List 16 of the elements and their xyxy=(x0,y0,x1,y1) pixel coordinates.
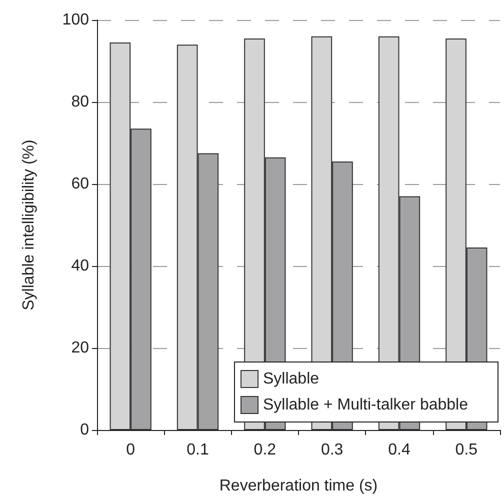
y-tick-label: 0 xyxy=(80,422,90,438)
y-tick-label: 80 xyxy=(71,94,90,110)
y-tick-label: 100 xyxy=(62,12,90,28)
x-tick-label: 0.2 xyxy=(254,442,276,458)
x-tick-label: 0.1 xyxy=(186,442,209,458)
x-tick-label: 0 xyxy=(126,442,136,458)
x-tick-label: 0.4 xyxy=(388,442,410,458)
x-tick-label: 0.5 xyxy=(455,442,478,458)
x-axis-title: Reverberation time (s) xyxy=(219,478,378,494)
y-tick-label: 20 xyxy=(71,340,90,356)
y-tick-label: 40 xyxy=(71,258,90,274)
y-axis-title: Syllable intelligibility (%) xyxy=(20,140,38,310)
legend-label: Syllable xyxy=(263,370,320,388)
legend-label: Syllable + Multi-talker babble xyxy=(263,396,468,414)
x-tick-label: 0.3 xyxy=(320,442,344,458)
y-tick-label: 60 xyxy=(71,176,90,192)
